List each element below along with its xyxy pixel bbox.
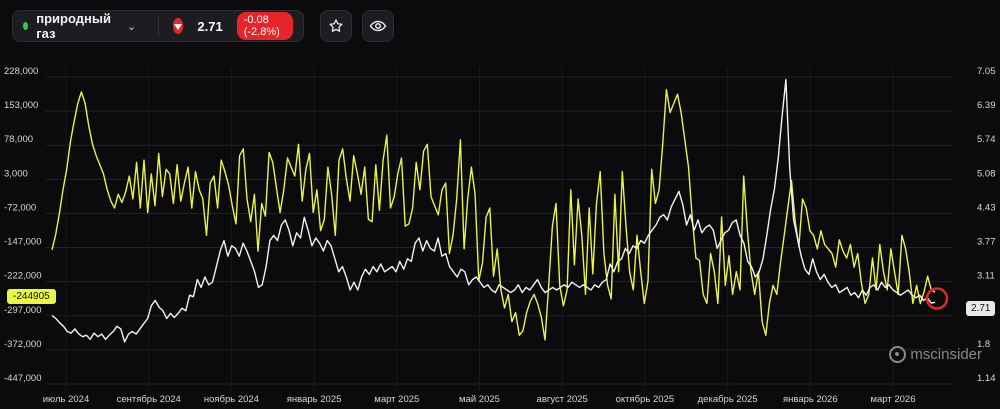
y-left-tick-label: -147,000 [4,237,42,248]
x-tick-label: ноябрь 2024 [204,394,259,405]
favorite-button[interactable] [320,10,352,42]
y-right-tick-label: 5.74 [977,134,996,145]
y-left-tick-label: -297,000 [4,305,42,316]
y-left-tick-label: -372,000 [4,339,42,350]
eye-icon [369,20,387,32]
y-right-tick-label: 5.08 [977,168,996,179]
y-left-tick-label: -72,000 [4,202,36,213]
top-toolbar: природный газ ⌄ 2.71 -0.08 (-2.8%) [12,9,394,43]
market-status-dot [23,22,29,30]
right-last-value-tag: 2.71 [966,301,996,316]
x-tick-label: сентябрь 2024 [117,394,181,405]
chevron-down-icon[interactable]: ⌄ [126,20,137,33]
x-tick-label: декабрь 2025 [698,394,758,405]
y-left-tick-label: 3,000 [4,168,28,179]
y-right-tick-label: 3.77 [977,237,996,248]
x-tick-label: март 2025 [374,394,419,405]
y-right-tick-label: 4.43 [977,202,996,213]
x-tick-label: январь 2026 [783,394,838,405]
y-left-tick-label: -222,000 [4,271,42,282]
y-left-tick-label: -447,000 [4,373,42,384]
y-left-tick-label: 153,000 [4,100,38,111]
divider [158,16,159,36]
y-right-tick-label: 3.11 [977,271,995,282]
x-tick-label: июль 2024 [43,394,90,405]
x-tick-label: январь 2025 [287,394,342,405]
msc-logo-icon [889,346,907,363]
asset-selector[interactable]: природный газ ⌄ 2.71 -0.08 (-2.8%) [12,10,304,42]
current-price: 2.71 [197,18,223,34]
y-right-tick-label: 1.14 [977,373,996,384]
down-arrow-icon [172,18,184,34]
y-left-tick-label: 78,000 [4,134,33,145]
left-last-value-tag: -244905 [7,289,56,304]
y-right-tick-label: 1.8 [977,339,990,350]
cot-net-position-line [51,88,936,341]
brand-watermark: mscinsider [889,346,982,363]
price-line [51,78,936,343]
x-tick-label: март 2026 [870,394,915,405]
last-point-marker [925,287,949,310]
star-icon [329,19,343,32]
y-left-tick-label: 228,000 [4,66,38,77]
y-right-tick-label: 6.39 [977,100,996,111]
asset-name: природный газ [36,11,111,41]
x-tick-label: май 2025 [459,394,500,405]
x-tick-label: октябрь 2025 [616,394,675,405]
brand-text: mscinsider [910,346,982,363]
x-tick-label: август 2025 [537,394,588,405]
price-change-badge: -0.08 (-2.8%) [236,12,293,40]
y-right-tick-label: 7.05 [977,66,996,77]
toggle-visibility-button[interactable] [362,10,394,42]
